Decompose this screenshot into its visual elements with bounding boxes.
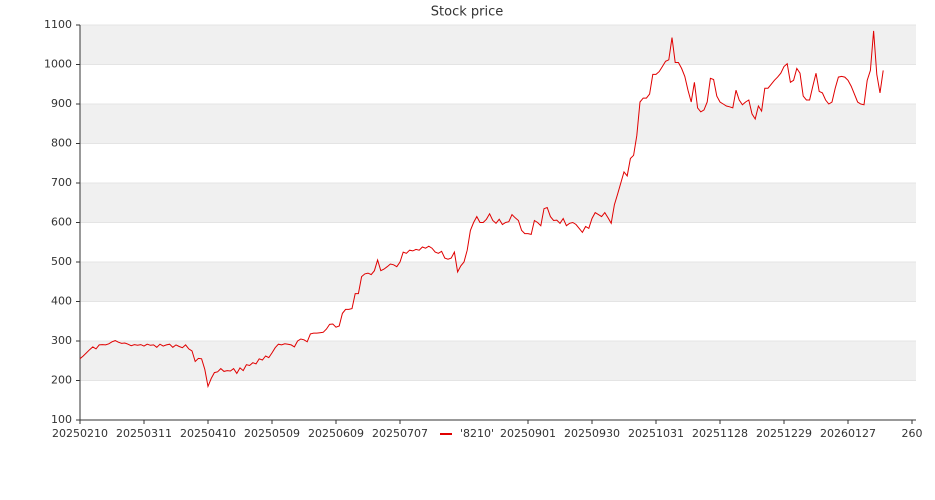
x-tick-label: 20250210: [52, 427, 108, 440]
grid-band: [80, 25, 916, 65]
x-tick-label: 20250509: [244, 427, 300, 440]
y-tick-label: 1100: [44, 18, 72, 31]
grid-band: [80, 183, 916, 223]
grid-band: [80, 341, 916, 381]
y-tick-label: 400: [51, 295, 72, 308]
x-tick-label: 20260127: [820, 427, 876, 440]
chart-title: Stock price: [431, 5, 503, 20]
grid-band: [80, 104, 916, 144]
y-tick-label: 900: [51, 97, 72, 110]
x-tick-label: 20251031: [628, 427, 684, 440]
y-tick-label: 300: [51, 334, 72, 347]
grid-band: [80, 262, 916, 302]
x-tick-label: 20250410: [180, 427, 236, 440]
y-tick-label: 800: [51, 137, 72, 150]
y-tick-label: 700: [51, 176, 72, 189]
x-tick-label: 20251128: [692, 427, 748, 440]
legend-label: '8210': [460, 427, 494, 440]
x-tick-label: 20250609: [308, 427, 364, 440]
x-tick-label: 20250311: [116, 427, 172, 440]
x-tick-label: 20250707: [372, 427, 428, 440]
x-tick-label: 20250901: [500, 427, 556, 440]
x-tick-label: 20250930: [564, 427, 620, 440]
legend-box: [436, 426, 496, 442]
x-tick-label: 20251229: [756, 427, 812, 440]
line: [79, 30, 884, 389]
y-tick-label: 600: [51, 216, 72, 229]
x-tick-label: 260: [902, 427, 923, 440]
y-tick-label: 100: [51, 413, 72, 426]
y-tick-label: 1000: [44, 58, 72, 71]
y-tick-label: 200: [51, 374, 72, 387]
y-tick-label: 500: [51, 255, 72, 268]
